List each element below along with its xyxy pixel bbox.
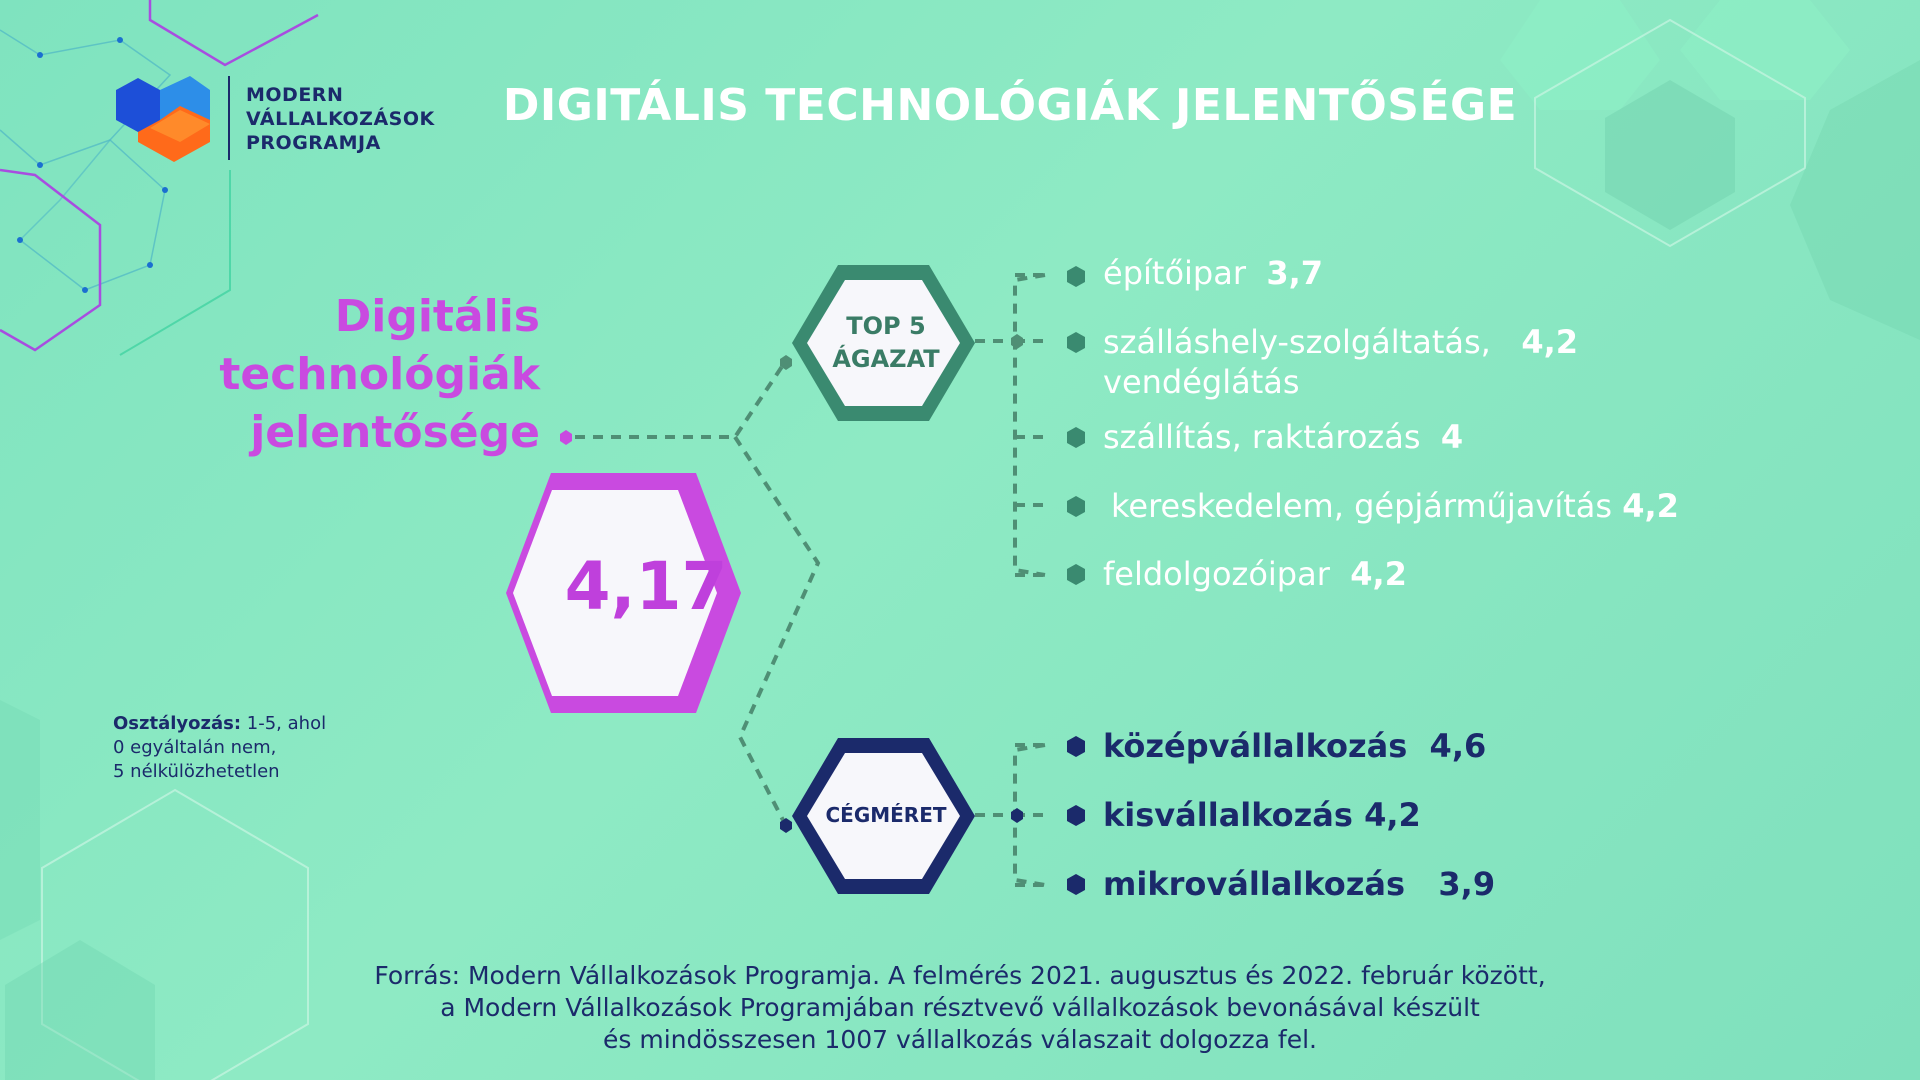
sector-item: szálláshely-szolgáltatás, 4,2: [1103, 322, 1578, 362]
rating-note-text: 1-5, ahol: [241, 713, 327, 734]
rating-note-line-2: 0 egyáltalán nem,: [113, 737, 277, 758]
logo-mark: [116, 76, 230, 162]
source-line-3: és mindösszesen 1007 vállalkozás válasza…: [603, 1025, 1317, 1054]
sector-item: feldolgozóipar 4,2: [1103, 554, 1407, 594]
sector-item-value: 4: [1440, 418, 1464, 456]
overall-value-hexagon: [506, 473, 741, 713]
size-item: középvállalkozás 4,6: [1103, 726, 1486, 766]
size-item-name: kisvállalkozás: [1103, 796, 1353, 834]
sector-bullets: [1067, 266, 1085, 585]
sector-item: szállítás, raktározás 4: [1103, 417, 1463, 457]
top5-label-line-1: TOP 5: [846, 312, 926, 340]
network-decoration: [0, 0, 319, 356]
main-label: Digitális technológiák jelentősége: [219, 288, 540, 462]
rating-note-bold: Osztályozás:: [113, 713, 242, 734]
top5-label: TOP 5 ÁGAZAT: [786, 310, 986, 376]
size-label: CÉGMÉRET: [825, 803, 947, 827]
sector-item-name: szállítás, raktározás: [1103, 418, 1421, 456]
size-hexagon: [792, 738, 975, 894]
size-item: kisvállalkozás 4,2: [1103, 795, 1421, 835]
size-item: mikrovállalkozás 3,9: [1103, 864, 1495, 904]
sector-item-name: feldolgozóipar: [1103, 555, 1330, 593]
logo-text: MODERN VÁLLALKOZÁSOK PROGRAMJA: [246, 83, 435, 155]
page-title: DIGITÁLIS TECHNOLÓGIÁK JELENTŐSÉGE: [502, 80, 1518, 131]
top5-label-line-2: ÁGAZAT: [832, 345, 940, 373]
rating-note-line-3: 5 nélkülözhetetlen: [113, 761, 280, 782]
rating-note: Osztályozás: 1-5, ahol 0 egyáltalán nem,…: [113, 712, 326, 784]
sector-item-value: 4,2: [1622, 487, 1679, 525]
source-line-1: Forrás: Modern Vállalkozások Programja. …: [374, 961, 1546, 990]
sector-item-name: építőipar: [1103, 254, 1246, 292]
size-bullets: [1067, 736, 1085, 895]
main-label-line-3: jelentősége: [250, 407, 540, 458]
size-item-value: 4,6: [1429, 727, 1487, 765]
connector-dots: [560, 334, 1023, 833]
logo-line-1: MODERN: [246, 84, 344, 106]
sector-item-value: 4,2: [1521, 323, 1579, 361]
top5-hexagon: [792, 265, 975, 421]
source-note: Forrás: Modern Vállalkozások Programja. …: [0, 960, 1920, 1056]
sector-item: építőipar 3,7: [1103, 253, 1323, 293]
sector-item-name: kereskedelem, gépjárműjavítás: [1111, 487, 1613, 525]
sector-item-value: 3,7: [1266, 254, 1324, 292]
size-item-name: mikrovállalkozás: [1103, 865, 1405, 903]
source-line-2: a Modern Vállalkozások Programjában rész…: [440, 993, 1480, 1022]
main-label-line-2: technológiák: [219, 349, 540, 400]
size-item-value: 3,9: [1438, 865, 1496, 903]
sector-item: kereskedelem, gépjárműjavítás 4,2: [1111, 486, 1679, 526]
sector-item-value: 4,2: [1350, 555, 1407, 593]
size-item-name: középvállalkozás: [1103, 727, 1408, 765]
overall-value: 4,17: [564, 548, 728, 625]
main-label-line-1: Digitális: [334, 291, 540, 342]
sector-item-name: szálláshely-szolgáltatás,: [1103, 323, 1491, 361]
logo-line-2: VÁLLALKOZÁSOK: [246, 108, 435, 130]
rating-note-line-1: Osztályozás: 1-5, ahol: [113, 712, 326, 736]
logo-line-3: PROGRAMJA: [246, 132, 381, 154]
size-item-value: 4,2: [1364, 796, 1421, 834]
sector-item-continued: vendéglátás: [1103, 363, 1300, 401]
